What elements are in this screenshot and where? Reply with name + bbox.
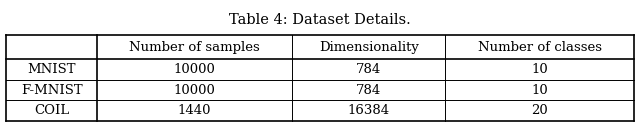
Text: MNIST: MNIST [28,63,76,76]
Text: 784: 784 [356,84,381,97]
Text: 10: 10 [531,63,548,76]
Text: Number of samples: Number of samples [129,41,260,54]
Text: 20: 20 [531,104,548,117]
Text: 10000: 10000 [173,63,216,76]
Text: Dimensionality: Dimensionality [319,41,419,54]
Text: Table 4: Dataset Details.: Table 4: Dataset Details. [229,13,411,27]
Text: F-MNIST: F-MNIST [21,84,83,97]
Text: 16384: 16384 [348,104,390,117]
Text: 1440: 1440 [178,104,211,117]
Text: Number of classes: Number of classes [477,41,602,54]
Text: 784: 784 [356,63,381,76]
Text: 10000: 10000 [173,84,216,97]
Text: 10: 10 [531,84,548,97]
Text: COIL: COIL [34,104,69,117]
